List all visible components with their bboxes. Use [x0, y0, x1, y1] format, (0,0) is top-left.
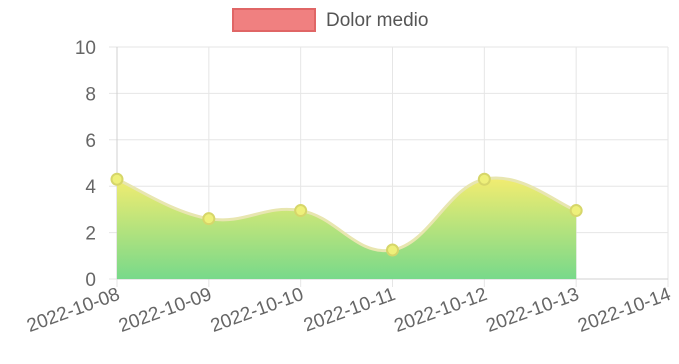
data-point[interactable]	[386, 243, 399, 257]
legend[interactable]: Dolor medio	[232, 8, 428, 32]
y-axis-ticks: 0 2 4 6 8 10	[75, 38, 97, 291]
legend-label: Dolor medio	[326, 10, 428, 31]
y-tick-label: 8	[85, 84, 96, 105]
data-point[interactable]	[110, 172, 124, 186]
x-axis-ticks: 2022-10-082022-10-092022-10-102022-10-11…	[24, 284, 674, 337]
x-tick-label: 2022-10-14	[575, 284, 674, 337]
series-line	[116, 176, 577, 253]
data-point[interactable]	[569, 204, 583, 218]
x-tick-label: 2022-10-09	[116, 284, 215, 337]
data-point[interactable]	[477, 172, 491, 186]
x-tick-label: 2022-10-08	[24, 284, 123, 337]
series-area	[116, 176, 577, 279]
legend-swatch[interactable]	[232, 8, 316, 32]
x-tick-label: 2022-10-13	[483, 284, 582, 337]
y-tick-label: 4	[85, 177, 96, 198]
y-tick-label: 2	[85, 224, 96, 245]
x-tick-label: 2022-10-12	[392, 284, 491, 337]
series-points	[110, 172, 583, 257]
series-area-fill	[117, 178, 577, 279]
x-tick-label: 2022-10-11	[301, 284, 398, 336]
x-tick-label: 2022-10-10	[208, 284, 307, 337]
data-point[interactable]	[294, 204, 308, 218]
data-point[interactable]	[202, 212, 216, 226]
y-tick-label: 6	[85, 131, 96, 152]
y-tick-label: 0	[85, 270, 96, 291]
y-tick-label: 10	[75, 38, 96, 59]
